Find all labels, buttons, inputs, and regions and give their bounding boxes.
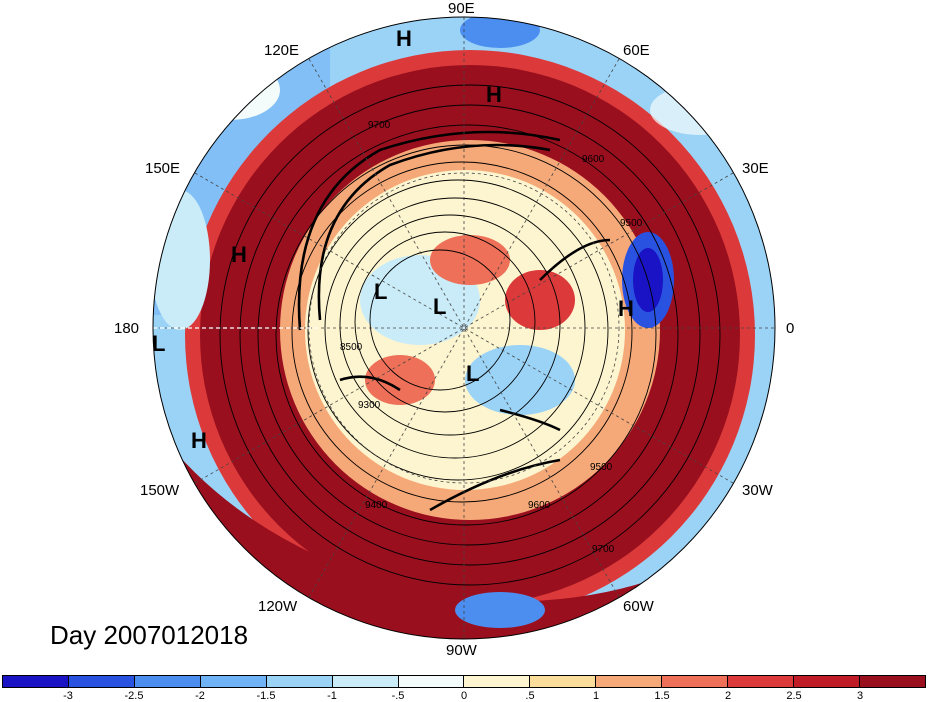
lon-label-0: 0 xyxy=(786,320,795,337)
low-pressure-marker: L xyxy=(374,279,388,304)
high-pressure-marker: H xyxy=(231,242,247,267)
colorbar-segment xyxy=(3,676,69,687)
lon-label-150e: 150E xyxy=(145,160,181,177)
colorbar-segment xyxy=(266,676,333,687)
low-pressure-marker: L xyxy=(433,294,447,319)
lon-label-60e: 60E xyxy=(623,42,650,59)
lon-label-30e: 30E xyxy=(742,160,769,177)
map-boundary xyxy=(152,16,776,640)
lon-label-30w: 30W xyxy=(742,482,773,499)
contour-label: 9600 xyxy=(582,154,605,165)
jet-contours xyxy=(297,130,611,512)
colorbar-segment xyxy=(68,676,135,687)
contour-label: 8500 xyxy=(340,342,363,353)
colorbar-tick-label: 0 xyxy=(460,690,468,702)
lon-label-120e: 120E xyxy=(264,42,300,59)
lon-label-150w: 150W xyxy=(140,482,180,499)
colorbar-segment xyxy=(596,676,663,687)
contour-label: 9500 xyxy=(620,218,643,229)
colorbar-tick-label: -1.5 xyxy=(256,690,276,702)
day-label: Day 2007012018 xyxy=(50,620,249,650)
colorbar-segment xyxy=(728,676,795,687)
lon-label-60w: 60W xyxy=(623,598,654,615)
low-pressure-marker: L xyxy=(466,361,480,386)
lon-label-90w: 90W xyxy=(446,642,477,659)
colorbar-tick-label: -3 xyxy=(63,690,73,702)
colorbar-tick-label: -2.5 xyxy=(124,690,144,702)
colorbar-tick-label: 1 xyxy=(592,690,600,702)
contour-label: 9500 xyxy=(590,462,613,473)
colorbar-tick-label: -1 xyxy=(327,690,337,702)
colorbar-tick-label: -2 xyxy=(195,690,205,702)
colorbar-tick-label: 1.5 xyxy=(654,690,670,702)
colorbar xyxy=(2,675,926,688)
colorbar-tick-label: 2 xyxy=(724,690,732,702)
colorbar-tick-label: -.5 xyxy=(391,690,405,702)
colorbar-segment xyxy=(530,676,597,687)
colorbar-segment xyxy=(662,676,729,687)
colorbar-segment xyxy=(398,676,465,687)
colorbar-tick-label: 2.5 xyxy=(786,690,802,702)
colorbar-segment xyxy=(134,676,201,687)
colorbar-segment xyxy=(332,676,399,687)
colorbar-segment xyxy=(200,676,267,687)
colorbar-tick-label: 3 xyxy=(856,690,864,702)
high-pressure-marker: H xyxy=(618,296,634,321)
lon-label-120w: 120W xyxy=(258,598,298,615)
low-pressure-marker: L xyxy=(152,331,166,356)
contour-label: 9300 xyxy=(358,400,381,411)
high-pressure-marker: H xyxy=(191,428,207,453)
colorbar-tick-label: .5 xyxy=(525,690,535,702)
contour-label: 9600 xyxy=(528,500,551,511)
lon-label-180: 180 xyxy=(114,320,140,337)
colorbar-segment xyxy=(464,676,531,687)
lon-label-90e: 90E xyxy=(448,0,475,17)
colorbar-segment xyxy=(859,676,925,687)
colorbar-segment xyxy=(794,676,860,687)
high-pressure-marker: H xyxy=(396,26,412,51)
contour-label: 9400 xyxy=(365,500,388,511)
contour-label: 9700 xyxy=(368,120,391,131)
contour-label: 9700 xyxy=(592,544,615,555)
high-pressure-marker: H xyxy=(486,82,502,107)
height-contours xyxy=(219,84,721,586)
contour-label-group: 9700 9600 9500 9500 9600 9700 9300 8500 … xyxy=(340,120,643,555)
